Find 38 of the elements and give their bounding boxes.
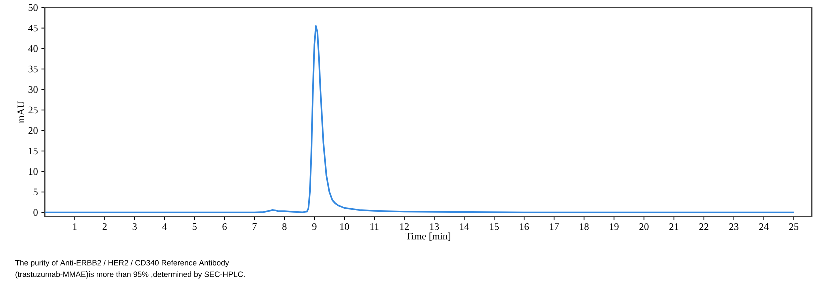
x-tick-label: 24 [760,224,769,230]
x-tick-label: 6 [222,224,227,230]
x-tick-label: 19 [610,224,619,230]
x-tick-label: 20 [640,224,649,230]
y-tick-label: 35 [28,66,38,73]
x-tick-label: 13 [430,224,440,230]
x-tick-label: 1 [73,224,77,230]
x-tick-label: 21 [670,224,679,230]
x-tick-label: 2 [102,224,107,230]
x-tick-label: 16 [520,224,530,230]
y-tick-label: 30 [28,86,38,94]
y-tick-label: 25 [28,107,38,114]
x-tick-label: 10 [340,224,350,230]
x-tick-label: 15 [490,224,500,230]
y-tick-label: 10 [29,168,38,176]
x-tick-label: 25 [789,224,799,230]
x-tick-label: 17 [550,224,560,230]
x-tick-label: 3 [132,224,137,230]
x-tick-label: 11 [370,224,379,230]
x-tick-label: 18 [580,224,589,230]
y-tick-label: 15 [29,148,38,155]
y-tick-label: 40 [28,46,38,52]
y-tick-label: 20 [28,127,38,134]
y-tick-label: 50 [28,4,38,12]
y-tick-label: 45 [28,25,38,32]
x-tick-label: 4 [162,224,168,230]
x-tick-label: 7 [252,224,257,230]
y-tick-label: 0 [34,209,38,216]
x-tick-label: 12 [400,224,409,230]
x-tick-label: 14 [460,224,470,230]
x-tick-label: 9 [312,224,317,230]
x-tick-label: 23 [730,224,739,230]
x-tick-label: 5 [192,224,197,230]
x-tick-label: 22 [700,224,709,230]
x-tick-label: 8 [282,224,287,230]
x-axis-title: Time [min] [406,232,451,242]
y-tick-label: 5 [34,188,38,196]
y-axis-title: mAU [18,102,24,124]
